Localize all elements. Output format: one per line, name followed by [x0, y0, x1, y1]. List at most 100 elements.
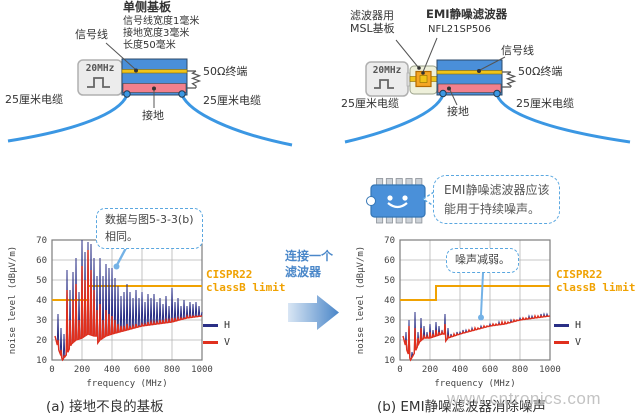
svg-text:0: 0	[49, 365, 54, 375]
legend-swatch-v	[554, 341, 569, 344]
cable-label-right: 25厘米电缆	[516, 97, 574, 110]
svg-text:800: 800	[164, 365, 180, 375]
speech-bubble-tail	[421, 190, 435, 208]
cable-connector-dot	[178, 90, 186, 98]
leader-dot	[447, 86, 451, 91]
svg-text:10: 10	[36, 356, 47, 366]
ground-label: 接地	[447, 105, 469, 118]
svg-text:10: 10	[384, 356, 395, 366]
legend-swatch-h	[203, 324, 218, 327]
cable-connector-dot	[439, 89, 447, 98]
legend-v-left: V	[203, 337, 230, 348]
board-title-left: 单侧基板	[123, 0, 172, 14]
cable-line	[344, 94, 445, 144]
svg-text:800: 800	[512, 365, 528, 375]
svg-text:20: 20	[384, 336, 395, 346]
svg-text:50: 50	[384, 276, 395, 286]
cable-line	[7, 94, 129, 143]
test-board-diagram-left	[7, 42, 293, 147]
svg-text:noise level (dBμV/m): noise level (dBμV/m)	[356, 246, 366, 354]
pulse-waveform-icon	[87, 77, 110, 88]
transition-arrow-icon	[288, 295, 339, 330]
callout-line-1: 噪声减弱。	[455, 253, 510, 266]
svg-text:40: 40	[384, 296, 395, 306]
caption-b: (b) EMI静噪滤波器消除噪声	[377, 399, 547, 415]
emi-filter-core	[419, 75, 428, 83]
noise-chart-left: 0 200 400 600 800 1000 10 20 30 40 50 60 70 frequency…	[8, 236, 213, 389]
svg-text:30: 30	[384, 316, 395, 326]
svg-text:0: 0	[397, 365, 402, 375]
leader-dot	[477, 69, 481, 73]
cable-connector-dot	[123, 90, 131, 98]
legend-swatch-v	[203, 341, 218, 344]
legend-h-left: H	[203, 320, 230, 331]
test-board-diagram-right	[344, 37, 631, 144]
callout-line-2: 相同。	[105, 229, 138, 243]
board-spec-1: 信号线宽度1毫米	[123, 16, 200, 27]
pulse-waveform-icon	[374, 79, 394, 89]
data-note-callout: 数据与图5-3-3(b) 相同。	[96, 208, 203, 249]
emi-filter-label: EMI静噪滤波器	[426, 7, 508, 21]
legend-label-v: V	[224, 337, 231, 348]
callout-pointer-dot	[478, 314, 484, 321]
bubble-line-2: 能用于持续噪声。	[444, 201, 541, 216]
pulse-source-label: 20MHz	[85, 63, 115, 74]
leader-line	[395, 39, 419, 68]
termination-label: 50Ω终端	[518, 65, 563, 78]
callout-pointer-line	[480, 272, 484, 316]
ground-label: 接地	[142, 109, 164, 122]
svg-text:50: 50	[36, 276, 47, 286]
board-spec-2: 接地宽度3毫米	[123, 28, 190, 39]
legend-h-right: H	[554, 320, 581, 331]
svg-text:frequency (MHz): frequency (MHz)	[86, 379, 167, 389]
svg-text:600: 600	[134, 365, 150, 375]
cable-label-right: 25厘米电缆	[203, 94, 261, 107]
callout-pointer-dot	[113, 263, 120, 270]
svg-text:1000: 1000	[539, 365, 561, 375]
ground-layer	[437, 83, 502, 93]
svg-text:1000: 1000	[191, 365, 213, 375]
resistor-icon	[187, 70, 202, 89]
part-number-label: NFL21SP506	[428, 24, 491, 35]
msl-board-label-1: 滤波器用	[350, 9, 394, 22]
svg-text:60: 60	[384, 256, 395, 266]
noise-chart-right: 0 200 400 600 800 1000 10 20 30 40 50 60 70 frequency…	[356, 236, 561, 389]
bubble-line-1: EMI静噪滤波器应该	[444, 183, 550, 197]
svg-text:noise level (dBμV/m): noise level (dBμV/m)	[8, 246, 18, 354]
arrow-label-2: 滤波器	[285, 265, 322, 279]
signal-line-label: 信号线	[75, 28, 108, 41]
pulse-source-label: 20MHz	[372, 65, 402, 76]
noise-reduced-callout: 噪声减弱。	[446, 248, 519, 273]
legend-label-v: V	[575, 337, 582, 348]
svg-text:400: 400	[452, 365, 468, 375]
board-spec-3: 长度50毫米	[123, 40, 176, 51]
arrow-label-1: 连接一个	[285, 249, 334, 263]
caption-a: (a) 接地不良的基板	[46, 399, 164, 415]
svg-text:20: 20	[36, 336, 47, 346]
cable-line	[180, 94, 293, 147]
svg-text:70: 70	[384, 236, 395, 246]
leader-line	[479, 56, 506, 71]
cable-connector-dot	[493, 89, 501, 98]
leader-line	[449, 89, 458, 106]
leader-line	[105, 42, 136, 70]
legend-label-h: H	[575, 320, 582, 331]
cable-label-left: 25厘米电缆	[341, 97, 399, 110]
leader-dot	[134, 68, 138, 73]
cable-label-left: 25厘米电缆	[5, 93, 63, 106]
svg-text:400: 400	[104, 365, 120, 375]
callout-pointer-line	[115, 247, 128, 266]
leader-dot	[421, 71, 425, 75]
svg-text:600: 600	[482, 365, 498, 375]
cispr-limit-label-right: CISPR22 classB limit	[556, 268, 636, 295]
signal-trace	[121, 69, 188, 74]
svg-text:60: 60	[36, 256, 47, 266]
leader-dot	[417, 66, 421, 70]
leader-line	[422, 37, 438, 73]
svg-text:70: 70	[36, 236, 47, 246]
signal-trace	[436, 70, 503, 75]
legend-swatch-h	[554, 324, 569, 327]
svg-text:30: 30	[36, 316, 47, 326]
